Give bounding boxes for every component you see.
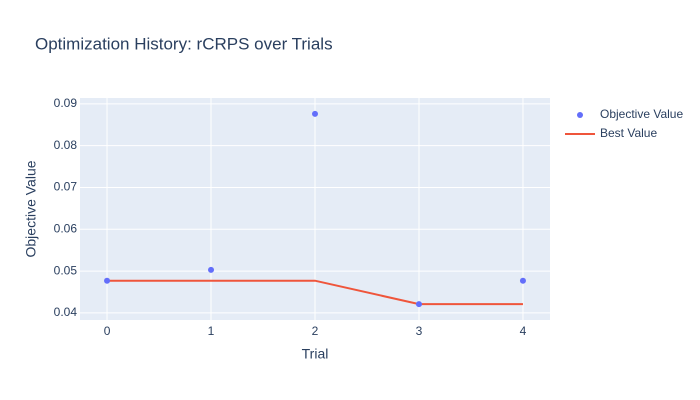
data-point (208, 266, 215, 273)
y-tick-label: 0.04 (54, 305, 78, 319)
x-tick-label: 2 (312, 324, 319, 338)
x-tick-label: 3 (416, 324, 423, 338)
x-axis-title: Trial (302, 346, 329, 362)
best-value-line (107, 279, 523, 306)
chart-title: Optimization History: rCRPS over Trials (35, 34, 333, 53)
y-axis-title: Objective Value (23, 160, 39, 257)
legend-label: Best Value (600, 126, 657, 140)
data-point (415, 301, 422, 308)
x-tick-label: 4 (520, 324, 527, 338)
data-point (104, 277, 111, 284)
x-tick-label: 1 (208, 324, 215, 338)
y-tick-label: 0.09 (54, 96, 78, 110)
data-point (312, 110, 318, 117)
legend-label: Objective Value (600, 107, 683, 121)
data-point (519, 277, 526, 284)
x-tick-label: 0 (104, 324, 111, 338)
y-tick-label: 0.05 (54, 263, 78, 277)
y-tick-label: 0.06 (54, 221, 78, 235)
y-tick-label: 0.07 (54, 180, 78, 194)
y-tick-label: 0.08 (54, 138, 78, 152)
legend-marker (577, 112, 583, 118)
